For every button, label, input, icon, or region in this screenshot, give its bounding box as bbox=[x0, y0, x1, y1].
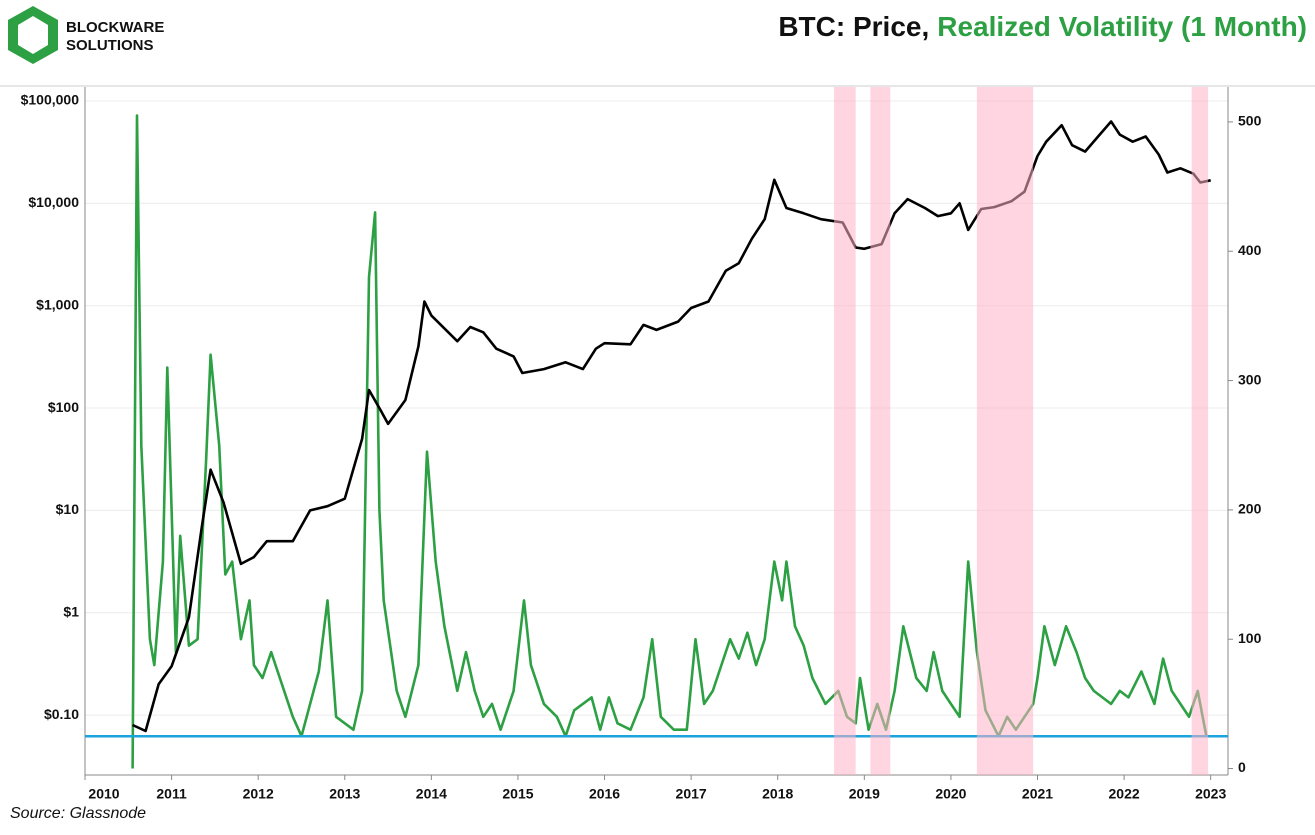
y-tick-label: $0.10 bbox=[44, 706, 79, 722]
series-line bbox=[131, 114, 1208, 769]
x-tick-label: 2015 bbox=[502, 786, 533, 802]
y-tick-label: $10,000 bbox=[28, 194, 79, 210]
x-tick-label: 2023 bbox=[1195, 786, 1226, 802]
shaded-region bbox=[834, 87, 856, 775]
x-tick-label: 2014 bbox=[416, 786, 447, 802]
x-tick-label: 2016 bbox=[589, 786, 620, 802]
y2-tick-label: 400 bbox=[1238, 242, 1262, 258]
shaded-region bbox=[1191, 87, 1209, 775]
logo-text: SOLUTIONS bbox=[66, 37, 154, 54]
x-tick-label: 2017 bbox=[676, 786, 707, 802]
source-note: Source: Glassnode bbox=[10, 805, 146, 822]
y2-tick-label: 0 bbox=[1238, 759, 1246, 775]
logo: BLOCKWARE SOLUTIONS bbox=[8, 6, 164, 64]
x-tick-label: 2022 bbox=[1109, 786, 1140, 802]
chart-title: BTC: Price, Realized Volatility (1 Month) bbox=[778, 11, 1307, 42]
y-tick-label: $1,000 bbox=[36, 296, 79, 312]
y-tick-label: $100,000 bbox=[21, 92, 80, 108]
y2-tick-label: 300 bbox=[1238, 371, 1262, 387]
x-tick-label: 2018 bbox=[762, 786, 793, 802]
x-tick-label: 2012 bbox=[243, 786, 274, 802]
logo-text: BLOCKWARE bbox=[66, 19, 164, 36]
x-tick-label: 2019 bbox=[849, 786, 880, 802]
x-tick-label: 2021 bbox=[1022, 786, 1053, 802]
title-part: BTC: Price, bbox=[778, 11, 929, 42]
y2-tick-label: 100 bbox=[1238, 630, 1262, 646]
shaded-region bbox=[976, 87, 1034, 775]
x-tick-label: 2011 bbox=[156, 786, 187, 802]
y-tick-label: $100 bbox=[48, 399, 79, 415]
y-tick-label: $1 bbox=[63, 603, 79, 619]
shaded-region bbox=[870, 87, 891, 775]
y2-tick-label: 200 bbox=[1238, 501, 1262, 517]
logo-mark-inner bbox=[18, 16, 48, 54]
x-tick-label: 2010 bbox=[88, 786, 119, 802]
series-line bbox=[132, 120, 1211, 733]
y-tick-label: $10 bbox=[56, 501, 80, 517]
x-tick-label: 2020 bbox=[935, 786, 966, 802]
title-highlight: Realized Volatility (1 Month) bbox=[937, 11, 1307, 42]
y2-tick-label: 500 bbox=[1238, 113, 1262, 129]
x-tick-label: 2013 bbox=[329, 786, 360, 802]
